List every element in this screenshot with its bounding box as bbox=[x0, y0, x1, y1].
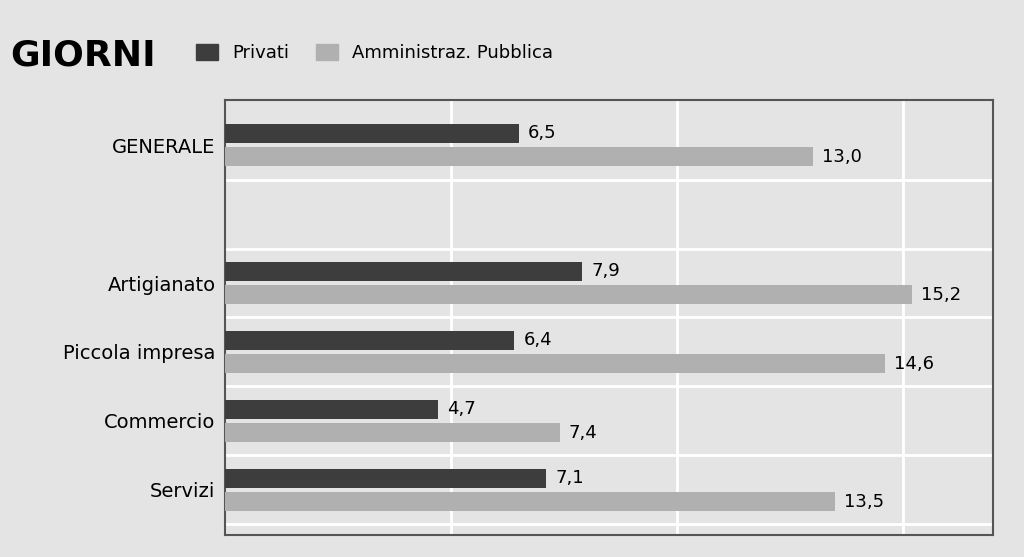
Text: GIORNI: GIORNI bbox=[10, 39, 156, 73]
Text: 4,7: 4,7 bbox=[446, 400, 475, 418]
Legend: Privati, Amministraz. Pubblica: Privati, Amministraz. Pubblica bbox=[196, 44, 553, 62]
Bar bbox=[225, 285, 912, 304]
Bar bbox=[225, 124, 519, 143]
Bar bbox=[225, 492, 836, 511]
Bar bbox=[225, 399, 437, 419]
Bar bbox=[225, 468, 546, 488]
Text: 7,1: 7,1 bbox=[555, 469, 584, 487]
Text: 13,0: 13,0 bbox=[821, 148, 861, 166]
Text: 6,5: 6,5 bbox=[528, 124, 557, 143]
Bar bbox=[225, 262, 583, 281]
Text: 7,4: 7,4 bbox=[568, 424, 597, 442]
Bar bbox=[225, 423, 559, 442]
Bar bbox=[225, 354, 885, 373]
Bar bbox=[225, 147, 813, 167]
Text: 7,9: 7,9 bbox=[591, 262, 620, 280]
Text: 15,2: 15,2 bbox=[921, 286, 962, 304]
Bar bbox=[225, 331, 514, 350]
Text: 13,5: 13,5 bbox=[844, 492, 885, 511]
Text: 6,4: 6,4 bbox=[523, 331, 552, 349]
Text: 14,6: 14,6 bbox=[894, 355, 934, 373]
